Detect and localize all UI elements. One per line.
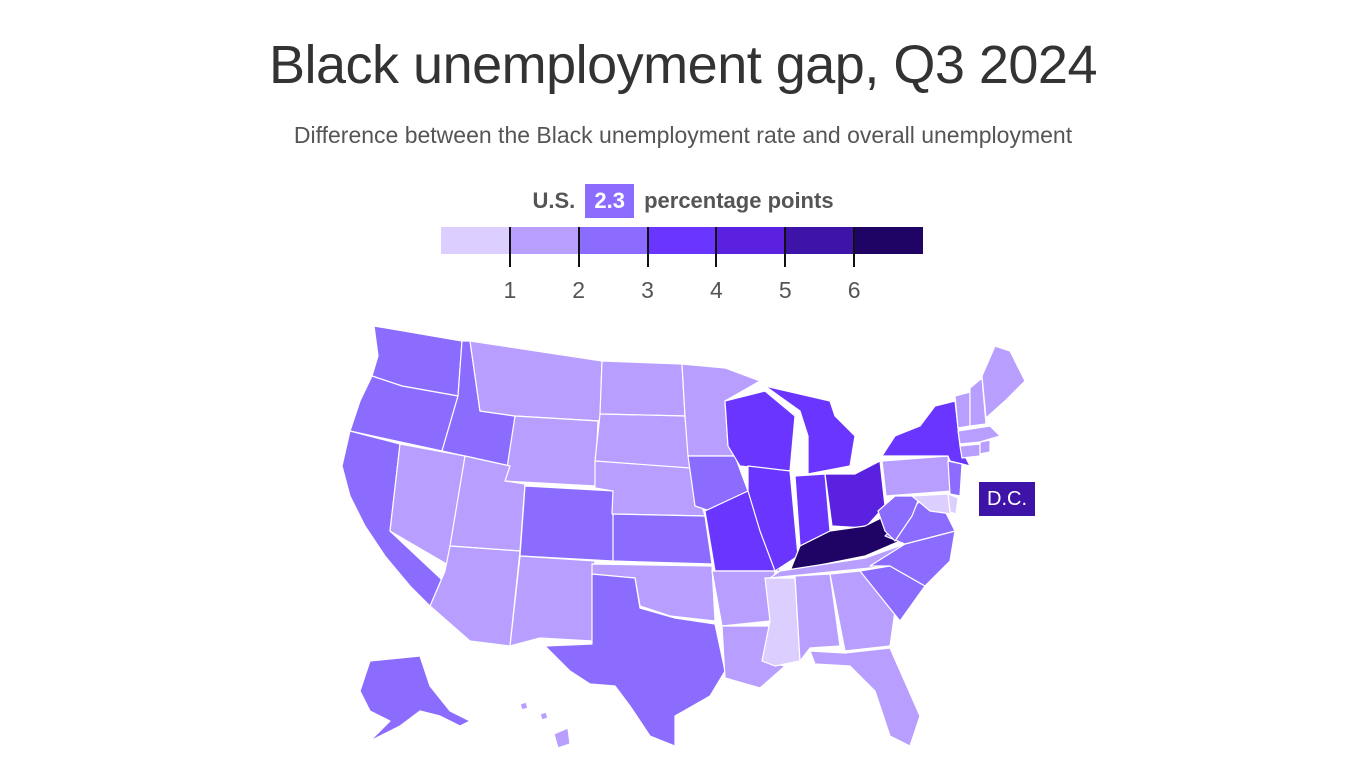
state-WY <box>504 415 599 487</box>
scale-tick-label: 4 <box>710 277 723 303</box>
legend-prefix: U.S. <box>532 188 576 213</box>
state-ND <box>599 360 686 417</box>
state-RI <box>979 439 991 455</box>
state-CO <box>519 485 616 562</box>
scale-tick-label: 5 <box>778 277 792 303</box>
state-GA <box>829 570 896 652</box>
state-WI <box>724 390 796 472</box>
chart-subtitle: Difference between the Black unemploymen… <box>293 122 1073 148</box>
state-WV <box>877 495 921 542</box>
scale-bin-2 <box>578 227 648 254</box>
state-MS <box>761 577 801 667</box>
scale-bin-1 <box>509 227 579 254</box>
state-TX <box>544 573 726 747</box>
state-VT <box>954 391 971 429</box>
state-ME <box>981 345 1026 419</box>
scale-tick <box>853 227 856 267</box>
scale-bin-0 <box>441 227 510 254</box>
state-AK <box>359 655 471 742</box>
state-FL <box>809 647 921 747</box>
state-KS <box>612 513 713 565</box>
scale-bin-4 <box>716 227 786 254</box>
state-MI <box>764 385 856 475</box>
scale-tick-label: 2 <box>572 277 586 303</box>
state-IL <box>747 465 799 572</box>
us-map <box>341 325 1026 749</box>
state-CT <box>959 443 981 459</box>
scale-tick-label: 6 <box>847 277 861 303</box>
state-HI <box>519 701 571 749</box>
scale-tick <box>577 227 580 267</box>
scale-tick <box>715 227 718 267</box>
state-MT <box>469 340 603 422</box>
chart-title: Black unemployment gap, Q3 2024 <box>268 35 1098 95</box>
legend-suffix: percentage points <box>644 188 834 213</box>
state-PA <box>881 455 953 497</box>
state-OH <box>824 460 886 529</box>
scale-tick-label: 3 <box>641 277 654 303</box>
scale-bin-3 <box>647 227 717 254</box>
scale-bin-6 <box>854 227 924 254</box>
state-MA <box>957 425 1001 445</box>
state-NJ <box>947 460 963 497</box>
scale-tick <box>784 227 787 267</box>
dc-label: D.C. <box>979 482 1035 516</box>
legend-header: U.S. 2.3 percentage points <box>0 184 1366 218</box>
state-AL <box>794 573 841 662</box>
state-MD <box>911 493 953 515</box>
scale-bin-5 <box>785 227 855 254</box>
scale-tick <box>646 227 649 267</box>
us-value-badge: 2.3 <box>585 184 634 218</box>
state-NM <box>509 555 596 647</box>
color-scale <box>441 227 924 254</box>
scale-tick-label: 1 <box>503 277 517 303</box>
scale-tick <box>508 227 511 267</box>
state-DE <box>947 493 959 515</box>
state-NH <box>969 377 987 427</box>
